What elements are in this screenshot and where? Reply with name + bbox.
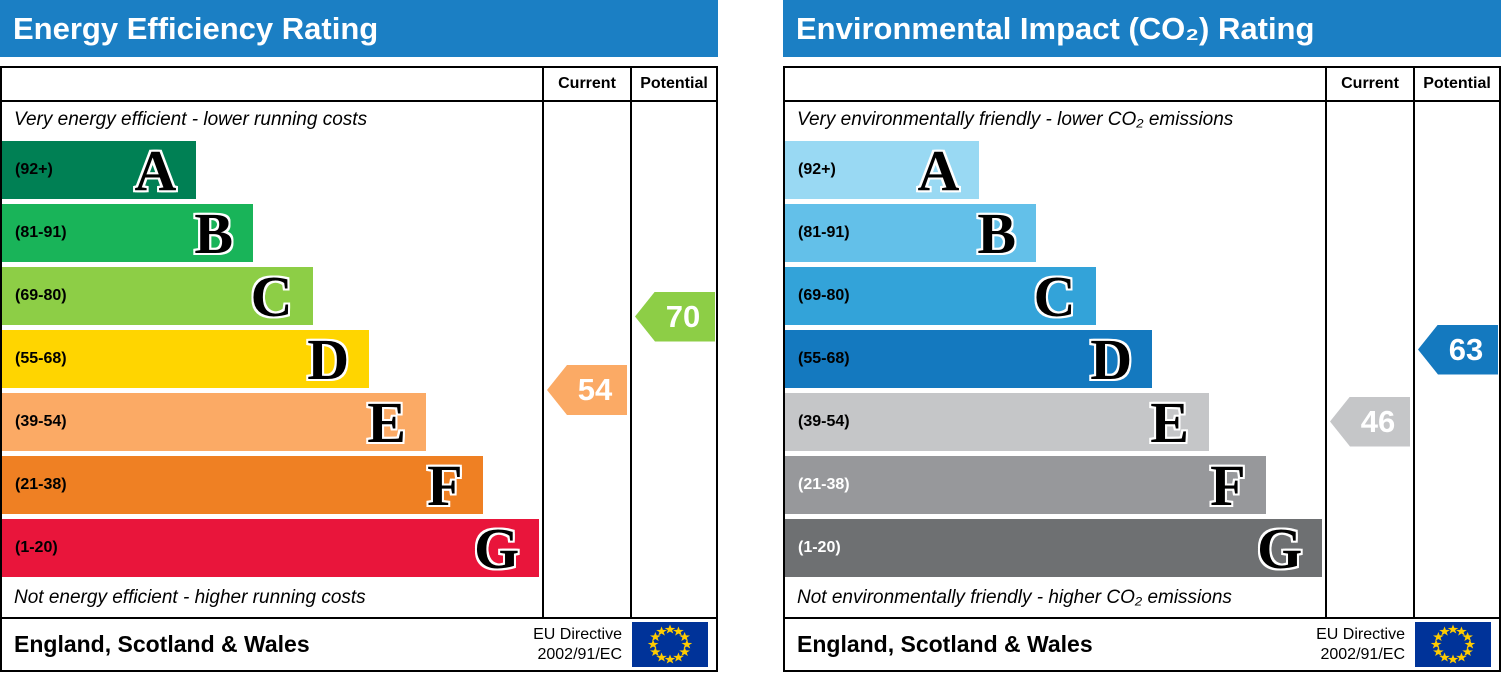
band-range-label: (21-38) <box>15 475 67 493</box>
potential-column: 70 <box>630 102 716 617</box>
band-bar-b: (81-91) B <box>785 200 1037 266</box>
eu-directive-line1: EU Directive <box>533 625 622 643</box>
bands-area: Very energy efficient - lower running co… <box>2 102 542 617</box>
chart-title-bar: Energy Efficiency Rating <box>0 0 718 57</box>
band-letter: B <box>194 200 234 266</box>
current-column: 46 <box>1325 102 1413 617</box>
band-bar-d: (55-68) D <box>2 326 370 392</box>
band-row: (81-91) B <box>2 201 542 264</box>
band-range-label: (92+) <box>798 160 836 178</box>
potential-rating-arrow: 70 <box>635 291 715 342</box>
band-letter: E <box>1150 389 1189 455</box>
band-row: (69-80) C <box>2 264 542 327</box>
band-bar-d: (55-68) D <box>785 326 1153 392</box>
current-column-header: Current <box>542 68 630 102</box>
eu-directive-line2: 2002/91/EC <box>1320 645 1405 663</box>
footer-region: England, Scotland & Wales <box>797 631 1093 657</box>
band-row: (81-91) B <box>785 201 1325 264</box>
header-spacer <box>785 68 1325 102</box>
band-letter: E <box>367 389 406 455</box>
band-row: (39-54) E <box>785 390 1325 453</box>
chart-footer: England, Scotland & Wales EU Directive 2… <box>2 617 716 670</box>
band-bar-f: (21-38) F <box>2 452 483 518</box>
band-letter: A <box>917 137 960 203</box>
band-letter: F <box>1210 452 1246 518</box>
band-letter: D <box>307 326 350 392</box>
band-range-label: (1-20) <box>798 538 841 556</box>
band-letter: C <box>1033 263 1076 329</box>
band-letter: B <box>977 200 1017 266</box>
chart-box: Current Potential Very energy efficient … <box>0 66 718 672</box>
band-bar-c: (69-80) C <box>2 263 313 329</box>
band-range-label: (39-54) <box>798 412 850 430</box>
band-row: (21-38) F <box>785 453 1325 516</box>
band-bar-c: (69-80) C <box>785 263 1096 329</box>
current-rating-arrow: 46 <box>1330 396 1410 447</box>
band-bar-g: (1-20) G <box>785 515 1323 581</box>
header-spacer <box>2 68 542 102</box>
band-range-label: (1-20) <box>15 538 58 556</box>
band-row: (1-20) G <box>785 516 1325 579</box>
band-bar-f: (21-38) F <box>785 452 1266 518</box>
band-range-label: (92+) <box>15 160 53 178</box>
bottom-caption: Not energy efficient - higher running co… <box>14 587 366 608</box>
epc-panel-energy-efficiency: Energy Efficiency Rating Current Potenti… <box>0 0 718 672</box>
eu-directive: EU Directive 2002/91/EC <box>533 625 622 665</box>
chart-title-bar: Environmental Impact (CO₂) Rating <box>783 0 1501 57</box>
band-letter: C <box>250 263 293 329</box>
chart-title: Environmental Impact (CO₂) Rating <box>796 10 1315 46</box>
eu-directive: EU Directive 2002/91/EC <box>1316 625 1405 665</box>
eu-directive-line1: EU Directive <box>1316 625 1405 643</box>
potential-rating-arrow: 63 <box>1418 324 1498 375</box>
band-letter: G <box>474 515 520 581</box>
band-row: (1-20) G <box>2 516 542 579</box>
band-row: (21-38) F <box>2 453 542 516</box>
band-bar-a: (92+) A <box>2 137 197 203</box>
band-bar-e: (39-54) E <box>785 389 1209 455</box>
band-range-label: (81-91) <box>798 223 850 241</box>
band-bar-b: (81-91) B <box>2 200 254 266</box>
band-letter: F <box>427 452 463 518</box>
current-column: 54 <box>542 102 630 617</box>
chart-title: Energy Efficiency Rating <box>13 10 379 46</box>
eu-flag-icon <box>632 622 708 667</box>
band-row: (55-68) D <box>2 327 542 390</box>
band-bar-g: (1-20) G <box>2 515 540 581</box>
band-range-label: (69-80) <box>798 286 850 304</box>
band-range-label: (21-38) <box>798 475 850 493</box>
bottom-caption: Not environmentally friendly - higher CO… <box>797 587 1232 608</box>
band-row: (39-54) E <box>2 390 542 453</box>
band-range-label: (55-68) <box>798 349 850 367</box>
footer-region: England, Scotland & Wales <box>14 631 310 657</box>
potential-column-header: Potential <box>630 68 716 102</box>
band-range-label: (69-80) <box>15 286 67 304</box>
top-caption: Very energy efficient - lower running co… <box>14 109 368 130</box>
band-row: (55-68) D <box>785 327 1325 390</box>
current-column-header: Current <box>1325 68 1413 102</box>
band-row: (92+) A <box>785 138 1325 201</box>
eu-directive-line2: 2002/91/EC <box>537 645 622 663</box>
top-caption: Very environmentally friendly - lower CO… <box>797 109 1234 130</box>
epc-panel-environmental-impact: Environmental Impact (CO₂) Rating Curren… <box>783 0 1501 672</box>
eu-flag-icon <box>1415 622 1491 667</box>
band-range-label: (81-91) <box>15 223 67 241</box>
band-range-label: (55-68) <box>15 349 67 367</box>
band-letter: D <box>1090 326 1133 392</box>
chart-box: Current Potential Very environmentally f… <box>783 66 1501 672</box>
band-letter: G <box>1257 515 1303 581</box>
band-row: (92+) A <box>2 138 542 201</box>
band-row: (69-80) C <box>785 264 1325 327</box>
band-bar-a: (92+) A <box>785 137 980 203</box>
band-bar-e: (39-54) E <box>2 389 426 455</box>
potential-column-header: Potential <box>1413 68 1499 102</box>
chart-footer: England, Scotland & Wales EU Directive 2… <box>785 617 1499 670</box>
current-rating-arrow: 54 <box>547 365 627 415</box>
band-letter: A <box>134 137 177 203</box>
band-range-label: (39-54) <box>15 412 67 430</box>
bands-area: Very environmentally friendly - lower CO… <box>785 102 1325 617</box>
potential-column: 63 <box>1413 102 1499 617</box>
